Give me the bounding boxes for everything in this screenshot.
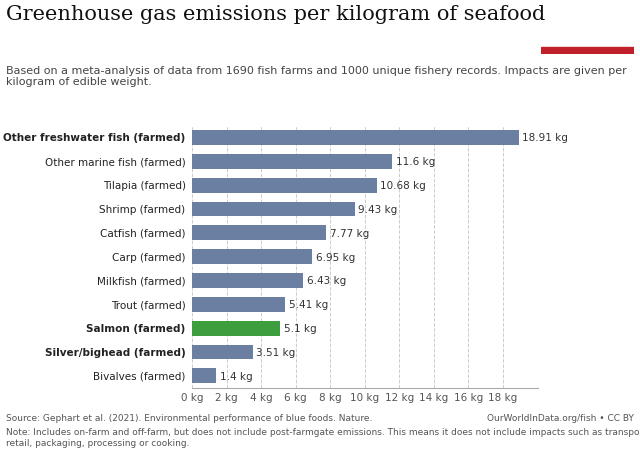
- Bar: [192, 155, 392, 169]
- Text: 5.1 kg: 5.1 kg: [284, 323, 316, 333]
- Text: Milkfish (farmed): Milkfish (farmed): [97, 276, 186, 286]
- Text: Our World: Our World: [561, 18, 613, 27]
- Text: Greenhouse gas emissions per kilogram of seafood: Greenhouse gas emissions per kilogram of…: [6, 5, 546, 23]
- Text: OurWorldInData.org/fish • CC BY: OurWorldInData.org/fish • CC BY: [487, 413, 634, 422]
- Bar: [192, 178, 376, 193]
- Text: Other marine fish (farmed): Other marine fish (farmed): [45, 157, 186, 167]
- Text: Shrimp (farmed): Shrimp (farmed): [99, 204, 186, 215]
- Bar: [192, 273, 303, 288]
- Bar: [192, 297, 285, 312]
- Bar: [192, 345, 253, 359]
- Text: Salmon (farmed): Salmon (farmed): [86, 323, 186, 333]
- Text: Carp (farmed): Carp (farmed): [112, 252, 186, 262]
- Text: 6.43 kg: 6.43 kg: [307, 276, 346, 286]
- Bar: [192, 321, 280, 336]
- Text: Other freshwater fish (farmed): Other freshwater fish (farmed): [3, 133, 186, 143]
- Bar: [541, 48, 634, 55]
- Text: Based on a meta-analysis of data from 1690 fish farms and 1000 unique fishery re: Based on a meta-analysis of data from 16…: [6, 65, 627, 87]
- Bar: [192, 250, 312, 264]
- Text: 10.68 kg: 10.68 kg: [380, 181, 426, 191]
- Text: 9.43 kg: 9.43 kg: [358, 204, 397, 215]
- Text: 3.51 kg: 3.51 kg: [256, 347, 295, 357]
- Text: 18.91 kg: 18.91 kg: [522, 133, 568, 143]
- Text: in Data: in Data: [569, 32, 605, 41]
- Text: Tilapia (farmed): Tilapia (farmed): [102, 181, 186, 191]
- Text: Silver/bighead (farmed): Silver/bighead (farmed): [45, 347, 186, 357]
- Text: Note: Includes on-farm and off-farm, but does not include post-farmgate emission: Note: Includes on-farm and off-farm, but…: [6, 428, 640, 447]
- Text: 5.41 kg: 5.41 kg: [289, 299, 328, 310]
- Bar: [192, 368, 216, 383]
- Text: Bivalves (farmed): Bivalves (farmed): [93, 371, 186, 381]
- Text: Source: Gephart et al. (2021). Environmental performance of blue foods. Nature.: Source: Gephart et al. (2021). Environme…: [6, 413, 372, 422]
- Bar: [192, 202, 355, 217]
- Bar: [192, 226, 326, 241]
- Text: Catfish (farmed): Catfish (farmed): [100, 228, 186, 238]
- Text: 6.95 kg: 6.95 kg: [316, 252, 355, 262]
- Text: 1.4 kg: 1.4 kg: [220, 371, 252, 381]
- Text: Trout (farmed): Trout (farmed): [111, 299, 186, 310]
- Bar: [192, 131, 519, 146]
- Text: 7.77 kg: 7.77 kg: [330, 228, 369, 238]
- Text: 11.6 kg: 11.6 kg: [396, 157, 435, 167]
